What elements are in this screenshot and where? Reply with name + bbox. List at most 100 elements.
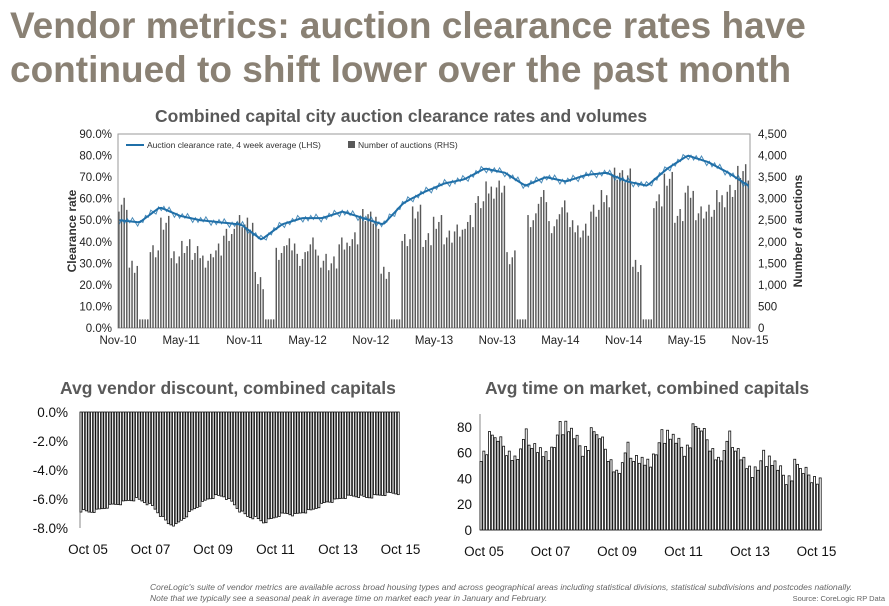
auction-volume-bar <box>522 319 524 328</box>
time-on-market-bar <box>618 472 621 531</box>
time-on-market-bar <box>541 456 545 531</box>
discount-bar <box>254 411 257 517</box>
time-on-market-bar <box>533 443 537 531</box>
auction-volume-bar <box>705 211 708 328</box>
x-tick-label: Oct 07 <box>131 542 171 557</box>
auction-volume-bar <box>519 319 521 328</box>
time-on-market-bar <box>680 446 684 531</box>
auction-volume-bar <box>558 214 561 328</box>
y-tick-label: -6.0% <box>33 492 68 507</box>
auction-volume-bar <box>684 192 687 328</box>
auction-volume-bar <box>676 215 679 328</box>
discount-bar <box>153 411 157 510</box>
time-on-market-bar <box>733 450 737 531</box>
auction-volume-bar <box>579 237 582 328</box>
discount-bar <box>232 411 236 506</box>
discount-bar <box>309 411 313 511</box>
x-tick-label: May-13 <box>415 335 453 347</box>
auction-volume-bar <box>626 175 629 328</box>
discount-bar <box>346 411 350 496</box>
time-on-market-bar <box>717 456 720 531</box>
auction-volume-bar <box>710 216 713 328</box>
time-on-market-bar <box>502 445 506 531</box>
auction-volume-bar <box>634 259 637 328</box>
time-on-market-bar <box>592 431 596 531</box>
time-on-market-bar <box>555 434 559 531</box>
auction-volume-bar <box>236 221 238 328</box>
discount-bar <box>214 411 218 496</box>
auction-volume-bar <box>574 232 576 328</box>
auction-volume-bar <box>747 180 750 328</box>
auction-volume-bar <box>251 222 254 328</box>
time-on-market-bar <box>485 454 489 531</box>
time-on-market-bar <box>499 436 503 531</box>
auction-volume-bar <box>716 190 718 328</box>
auction-volume-bar <box>466 221 469 328</box>
time-on-market-bar <box>601 436 604 531</box>
time-on-market-bar <box>609 459 613 531</box>
auction-volume-bar <box>128 267 131 328</box>
discount-bar <box>222 411 226 498</box>
discount-bar <box>211 411 215 499</box>
time-on-market-bar <box>513 455 517 531</box>
auction-volume-bar <box>645 319 647 328</box>
y-tick-label: 40 <box>457 471 472 486</box>
time-on-market-bar <box>496 440 500 531</box>
auction-volume-bar <box>207 260 209 328</box>
auction-volume-bar <box>726 191 729 328</box>
auction-volume-bar <box>577 225 579 328</box>
auction-volume-bar <box>422 246 424 328</box>
discount-bar <box>145 411 149 506</box>
discount-bar <box>285 411 289 514</box>
auction-volume-bar <box>603 202 605 328</box>
auction-volume-bar <box>320 267 322 328</box>
discount-bar <box>344 411 347 499</box>
discount-bar <box>113 411 117 505</box>
slide-title-line2: continued to shift lower over the past m… <box>10 49 792 90</box>
auction-volume-bar <box>700 206 702 328</box>
auction-volume-bar <box>262 289 264 328</box>
y-tick-label: -4.0% <box>33 463 68 478</box>
time-on-market-bar <box>807 474 811 531</box>
y-tick-label: -2.0% <box>33 434 68 449</box>
time-on-market-bar <box>643 464 647 531</box>
auction-volume-bar <box>514 250 516 328</box>
discount-bar <box>354 411 358 498</box>
time-on-market-bar <box>620 462 624 531</box>
time-on-market-bar <box>572 438 576 531</box>
time-on-market-bar <box>564 420 568 531</box>
time-on-market-bar <box>654 454 658 531</box>
discount-bar <box>225 411 228 500</box>
footnote-line1: CoreLogic's suite of vendor metrics are … <box>150 582 853 592</box>
y-tick-label: -8.0% <box>33 521 68 536</box>
discount-bar <box>272 411 276 519</box>
time-on-market-bar <box>688 447 692 531</box>
auction-volume-bar <box>663 173 666 328</box>
discount-bar <box>201 411 204 502</box>
time-on-market-bar <box>818 477 822 531</box>
discount-bar <box>296 411 300 514</box>
auction-volume-bar <box>377 228 380 328</box>
auction-volume-bar <box>744 164 747 328</box>
auction-volume-bar <box>351 239 354 328</box>
auction-volume-bar <box>144 319 146 328</box>
time-on-market-bar <box>536 452 539 531</box>
auction-volume-bar <box>595 216 597 328</box>
time-on-market-bar <box>804 466 808 531</box>
footnote: CoreLogic's suite of vendor metrics are … <box>150 582 852 604</box>
time-on-market-bar <box>612 471 616 531</box>
discount-bar <box>314 411 318 509</box>
footnote-line2: Note that we typically see a seasonal pe… <box>150 593 548 603</box>
y2-tick-label: 3,000 <box>758 194 787 206</box>
auction-volume-bar <box>409 239 411 328</box>
discount-bar <box>82 411 85 511</box>
auction-volume-bar <box>275 247 277 328</box>
time-on-market-bar <box>479 461 483 531</box>
x-tick-label: Oct 15 <box>381 542 421 557</box>
x-tick-label: Nov-10 <box>99 335 136 347</box>
y-axis-label: Clearance rate <box>65 189 79 272</box>
auction-volume-bar <box>123 197 125 328</box>
auction-volume-bar <box>419 204 422 328</box>
auction-volume-bar <box>723 207 726 328</box>
auction-volume-bar <box>372 223 375 328</box>
